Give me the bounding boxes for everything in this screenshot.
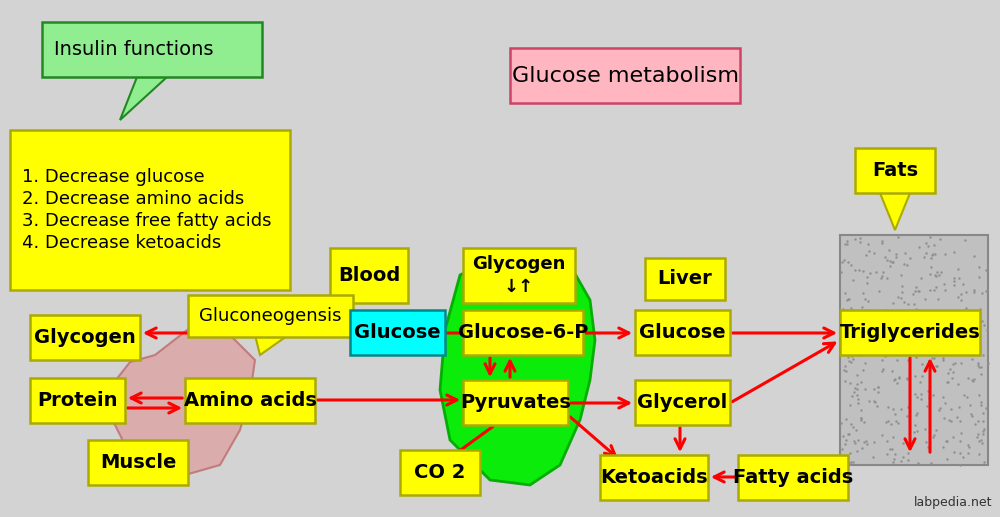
FancyBboxPatch shape: [10, 130, 290, 290]
Polygon shape: [440, 250, 595, 485]
FancyBboxPatch shape: [30, 378, 125, 423]
Text: Pyruvates: Pyruvates: [460, 393, 571, 412]
Text: labpedia.net: labpedia.net: [914, 496, 992, 509]
Text: Glucose-6-P: Glucose-6-P: [458, 323, 588, 342]
Text: Fats: Fats: [872, 161, 918, 180]
Text: Glucose metabolism: Glucose metabolism: [512, 66, 738, 85]
Text: Insulin functions: Insulin functions: [54, 40, 214, 59]
FancyBboxPatch shape: [350, 310, 445, 355]
Text: Liver: Liver: [658, 269, 712, 288]
Polygon shape: [120, 77, 167, 120]
Text: Glucose: Glucose: [639, 323, 726, 342]
Text: Muscle: Muscle: [100, 453, 176, 472]
Text: CO 2: CO 2: [414, 463, 466, 482]
FancyBboxPatch shape: [600, 455, 708, 500]
FancyBboxPatch shape: [42, 22, 262, 77]
Polygon shape: [110, 320, 255, 475]
FancyBboxPatch shape: [840, 235, 988, 465]
FancyBboxPatch shape: [463, 380, 568, 425]
FancyBboxPatch shape: [635, 380, 730, 425]
FancyBboxPatch shape: [30, 315, 140, 360]
Polygon shape: [256, 337, 286, 355]
Text: Amino acids: Amino acids: [184, 391, 316, 410]
Text: Gluconeogensis: Gluconeogensis: [199, 307, 342, 325]
FancyBboxPatch shape: [635, 310, 730, 355]
FancyBboxPatch shape: [840, 310, 980, 355]
FancyBboxPatch shape: [645, 258, 725, 300]
FancyBboxPatch shape: [510, 48, 740, 103]
FancyBboxPatch shape: [738, 455, 848, 500]
FancyBboxPatch shape: [855, 148, 935, 193]
Text: Glucose: Glucose: [354, 323, 441, 342]
FancyBboxPatch shape: [463, 310, 583, 355]
FancyBboxPatch shape: [88, 440, 188, 485]
Text: 1. Decrease glucose
2. Decrease amino acids
3. Decrease free fatty acids
4. Decr: 1. Decrease glucose 2. Decrease amino ac…: [22, 168, 272, 252]
FancyBboxPatch shape: [188, 295, 353, 337]
Text: Triglycerides: Triglycerides: [840, 323, 980, 342]
FancyBboxPatch shape: [400, 450, 480, 495]
FancyBboxPatch shape: [185, 378, 315, 423]
Text: Blood: Blood: [338, 266, 400, 285]
Text: Ketoacids: Ketoacids: [600, 468, 708, 487]
Text: Glycogen
↓↑: Glycogen ↓↑: [472, 255, 566, 296]
Polygon shape: [880, 193, 910, 230]
Text: Protein: Protein: [37, 391, 118, 410]
FancyBboxPatch shape: [463, 248, 575, 303]
Text: Fatty acids: Fatty acids: [733, 468, 853, 487]
Text: Glycerol: Glycerol: [637, 393, 728, 412]
Text: Glycogen: Glycogen: [34, 328, 136, 347]
FancyBboxPatch shape: [330, 248, 408, 303]
